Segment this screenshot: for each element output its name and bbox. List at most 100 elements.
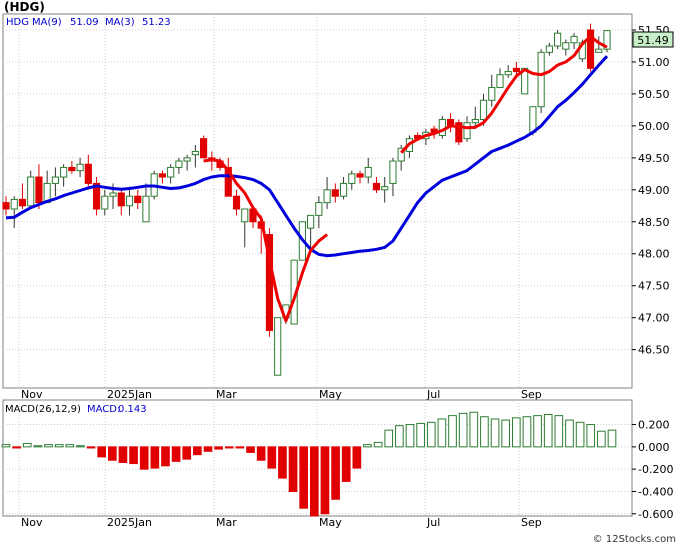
legend-ticker: HDG <box>6 17 29 28</box>
macd-bar-negative <box>193 446 202 456</box>
macd-bars <box>1 411 617 517</box>
macd-bar-positive <box>490 418 500 448</box>
candle-up <box>348 173 356 184</box>
footer-credit: © 12Stocks.com <box>593 534 676 545</box>
macd-bar-positive <box>33 445 43 448</box>
candle-up <box>125 195 134 207</box>
price-tick-label: 51.00 <box>638 56 670 69</box>
candle-up <box>463 122 471 140</box>
candle-up <box>274 317 282 376</box>
macd-bar-negative <box>150 446 160 469</box>
macd-bar-negative <box>288 446 298 492</box>
macd-bar-positive <box>65 444 75 448</box>
macd-legend-label: MACD(26,12,9) <box>5 404 81 415</box>
macd-date-label: May <box>319 516 342 529</box>
candle-up <box>27 176 35 207</box>
macd-tick-label: 0.000 <box>638 441 670 454</box>
candle-down <box>117 192 125 207</box>
macd-date-label: Nov <box>21 516 43 529</box>
macd-bar-positive <box>607 429 617 448</box>
chart-title: (HDG) <box>4 0 45 14</box>
macd-bar-negative <box>331 446 340 500</box>
price-panel: 51.5051.0050.5050.0049.5049.0048.5048.00… <box>2 13 674 401</box>
macd-bar-positive <box>416 422 425 448</box>
price-date-label: May <box>319 388 342 401</box>
candle-down <box>586 29 595 69</box>
candle-down <box>2 202 10 210</box>
macd-bar-negative <box>203 446 213 452</box>
price-tick-label: 50.00 <box>638 120 670 133</box>
candle-down <box>68 166 76 172</box>
macd-bar-positive <box>384 429 394 448</box>
candle-up <box>562 42 570 50</box>
macd-bar-positive <box>448 415 457 448</box>
legend-ma9-value: 51.09 <box>70 17 99 28</box>
candle-down <box>356 173 364 178</box>
candle-up <box>471 118 479 124</box>
candle-up <box>381 186 389 191</box>
candle-down <box>158 173 167 178</box>
legend-ma9-label: MA(9) <box>32 17 62 28</box>
price-date-label: Jul <box>426 388 440 401</box>
candle-up <box>529 106 537 133</box>
candle-up <box>364 166 372 178</box>
macd-bar-positive <box>533 415 542 448</box>
candle-down <box>232 195 241 210</box>
macd-bar-negative <box>299 446 309 509</box>
candle-up <box>554 32 562 47</box>
macd-bar-positive <box>405 424 415 448</box>
macd-bar-negative <box>278 446 287 479</box>
macd-bar-negative <box>309 446 319 517</box>
macd-bar-negative <box>161 446 170 467</box>
macd-bar-negative <box>171 446 181 462</box>
candle-up <box>438 118 446 136</box>
macd-bar-positive <box>363 444 372 448</box>
macd-bar-positive <box>54 444 64 448</box>
macd-bar-negative <box>129 446 138 465</box>
price-date-label: 2025Jan <box>107 388 152 401</box>
macd-bar-negative <box>182 446 192 460</box>
candle-up <box>167 166 175 178</box>
macd-bar-positive <box>426 421 436 448</box>
macd-bar-negative <box>86 446 96 449</box>
price-tick-label: 46.50 <box>638 344 670 357</box>
candle-up <box>175 160 183 168</box>
candle-down <box>331 189 339 197</box>
macd-tick-label: -0.400 <box>638 485 673 498</box>
macd-bar-positive <box>76 445 85 448</box>
candle-up <box>191 150 199 156</box>
candle-up <box>595 48 603 53</box>
candle-up <box>51 176 59 184</box>
macd-bar-positive <box>501 419 511 448</box>
macd-tick-label: -0.600 <box>638 508 673 521</box>
moving-averages <box>5 34 609 323</box>
macd-bar-positive <box>480 416 489 448</box>
price-tick-label: 48.00 <box>638 248 670 261</box>
price-legend: HDG MA(9) 51.09 MA(3) 51.23 <box>6 17 171 28</box>
candle-up <box>241 208 249 223</box>
macd-bar-negative <box>235 446 245 449</box>
price-date-axis: Nov 2025Jan Mar May Jul Sep <box>21 388 542 401</box>
macd-date-label: Mar <box>216 516 237 529</box>
candle-up <box>109 192 117 197</box>
candle-up <box>504 71 512 76</box>
candle-up <box>496 74 504 89</box>
macd-tick-label: -0.200 <box>638 463 673 476</box>
price-tick-label: 49.00 <box>638 184 670 197</box>
macd-bar-positive <box>437 418 447 448</box>
candle-up <box>339 182 348 197</box>
candle-down <box>134 195 142 204</box>
macd-bar-negative <box>267 446 277 469</box>
macd-bar-positive <box>395 425 404 448</box>
candle-up <box>479 99 488 120</box>
candle-up <box>323 189 331 204</box>
candle-up <box>389 160 397 184</box>
macd-bar-positive <box>522 416 532 448</box>
macd-bar-negative <box>214 446 223 450</box>
candle-up <box>603 30 611 50</box>
macd-axis: 0.200 0.000 -0.200 -0.400 -0.600 <box>632 419 673 521</box>
last-price-label: 51.49 <box>637 34 669 47</box>
macd-bar-positive <box>511 417 521 448</box>
price-tick-label: 50.50 <box>638 88 670 101</box>
